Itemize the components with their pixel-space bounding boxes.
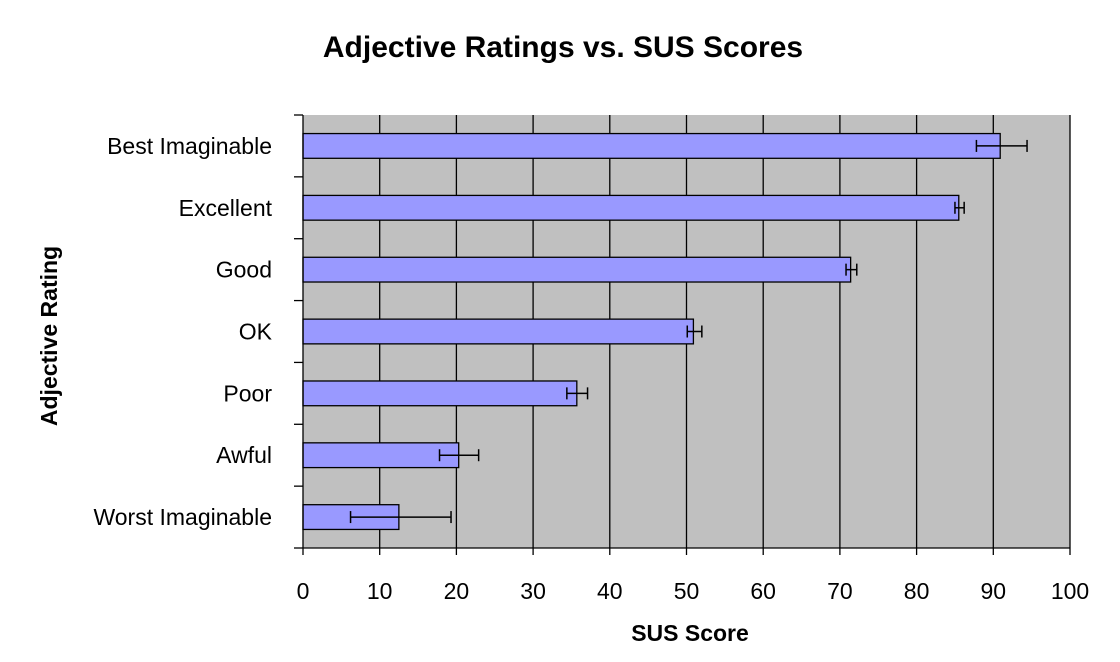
category-labels: Best Imaginable Excellent Good OK Poor Awful W… (93, 133, 272, 530)
x-tick-label-50: 50 (674, 578, 700, 604)
bar-excellent (302, 194, 960, 221)
bar-awful (302, 442, 460, 469)
category-label-good: Good (216, 257, 272, 283)
category-label-awful: Awful (216, 442, 272, 468)
x-tick-label-90: 90 (981, 578, 1007, 604)
category-label-worst-imaginable: Worst Imaginable (93, 504, 272, 530)
category-label-best-imaginable: Best Imaginable (107, 133, 272, 159)
bars (302, 132, 1001, 531)
x-tick-label-60: 60 (750, 578, 776, 604)
x-tick-label-70: 70 (827, 578, 853, 604)
bar-poor (302, 380, 578, 407)
y-axis-title: Adjective Rating (36, 246, 62, 426)
bar-best-imaginable (302, 132, 1001, 159)
x-axis-title: SUS Score (631, 620, 749, 646)
bar-ok (302, 318, 695, 345)
error-bars (349, 139, 1028, 524)
x-tick-label-30: 30 (520, 578, 546, 604)
chart-title: Adjective Ratings vs. SUS Scores (323, 31, 803, 64)
x-tick-label-100: 100 (1051, 578, 1089, 604)
axes (294, 114, 1071, 555)
x-tick-labels: 0 10 20 30 40 50 60 70 80 90 100 (297, 578, 1090, 604)
x-tick-label-80: 80 (904, 578, 930, 604)
category-label-poor: Poor (223, 380, 272, 406)
category-label-excellent: Excellent (179, 195, 273, 221)
x-tick-label-20: 20 (444, 578, 470, 604)
category-label-ok: OK (239, 319, 273, 345)
x-tick-label-0: 0 (297, 578, 310, 604)
bar-good (302, 256, 852, 283)
x-tick-label-40: 40 (597, 578, 623, 604)
x-tick-label-10: 10 (367, 578, 393, 604)
